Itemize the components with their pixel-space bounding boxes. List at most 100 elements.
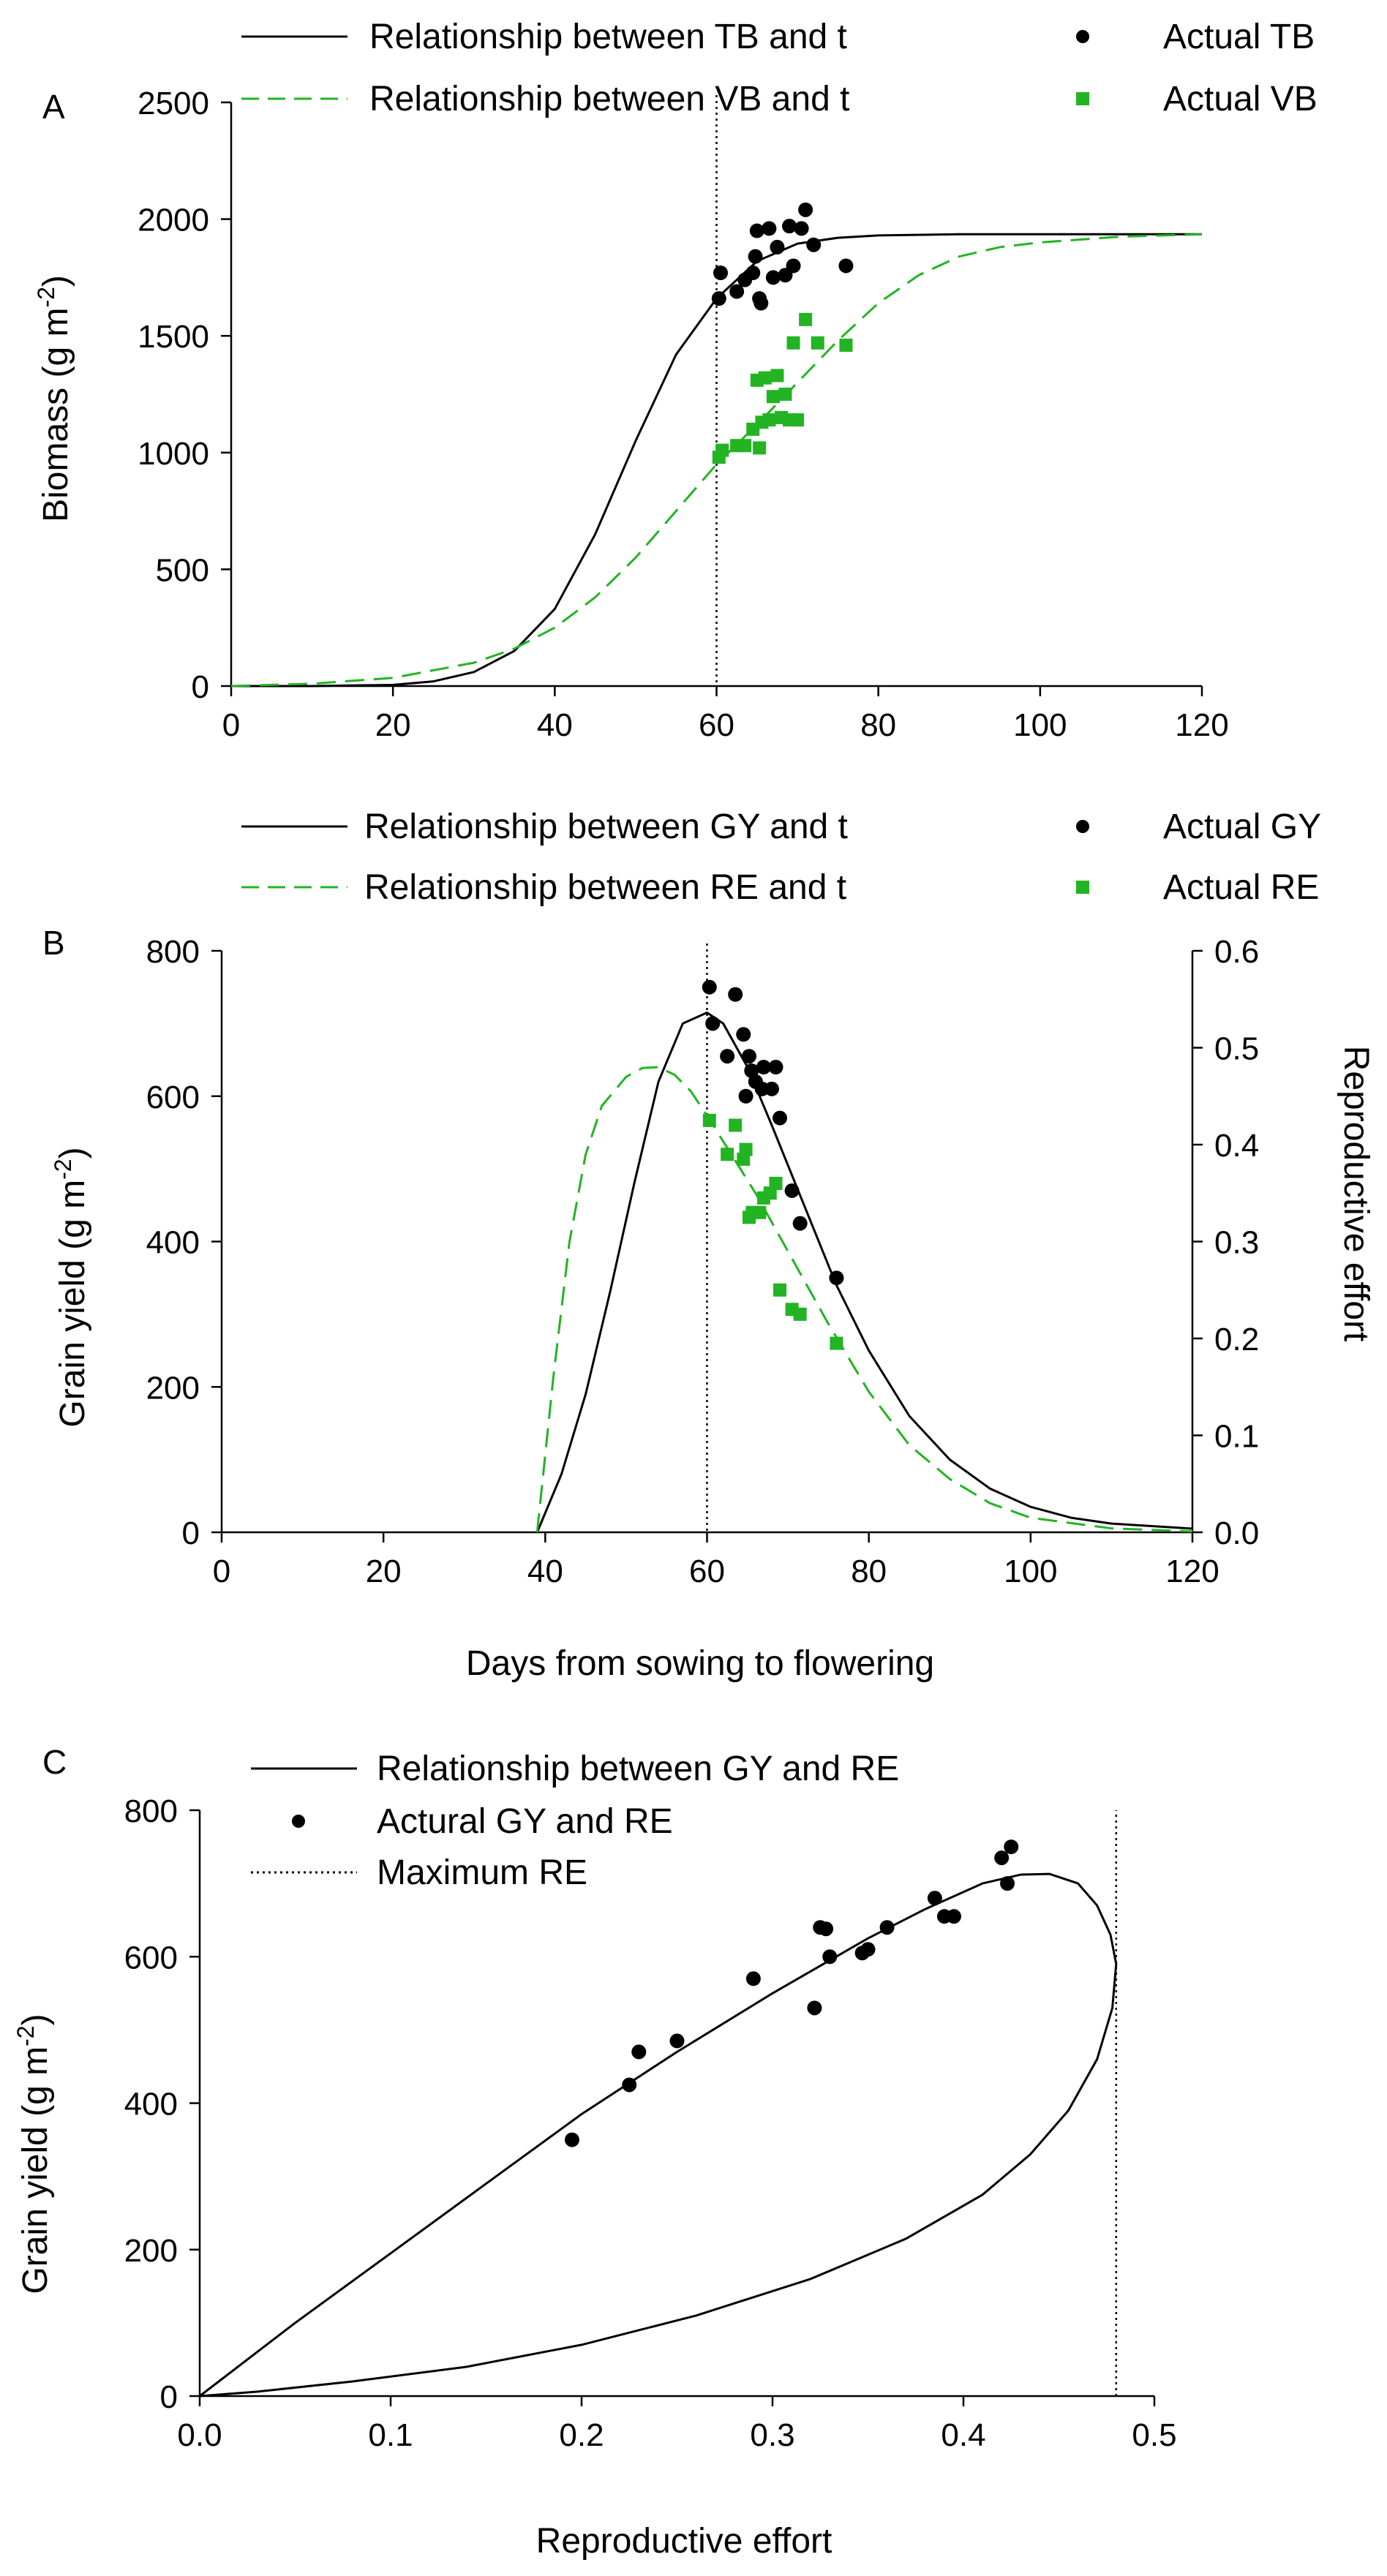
y-axis-title-b: Grain yield (g m-2) (50, 1147, 92, 1427)
y2-tick-label-b: 0.4 (1214, 1128, 1259, 1164)
x-tick-label-a: 0 (222, 707, 240, 743)
y-axis-title-c: Grain yield (g m-2) (12, 2014, 55, 2294)
square-point-a (758, 371, 772, 385)
y-tick-label-a: 1500 (138, 319, 209, 355)
circle-point-c (879, 1920, 895, 1935)
x-tick-label-a: 60 (699, 707, 734, 743)
circle-point-a (749, 223, 764, 238)
plot-area-b: 0 20 40 60 80 100 120 0 200 400 600 800 0.0 0.1 0.2 0.3… (146, 934, 1260, 1589)
panel-c: C Relationship between GY and RE Actural… (12, 1743, 1177, 2561)
y-tick-label-b: 200 (146, 1370, 200, 1406)
circle-point-c (860, 1942, 876, 1957)
legend-tb-marker (1076, 30, 1089, 43)
panel-b: B Relationship between GY and t Relation… (42, 807, 1375, 1683)
square-point-b (793, 1307, 807, 1321)
y2-tick-label-b: 0.6 (1214, 934, 1259, 970)
x-tick-label-a: 40 (537, 707, 573, 743)
circle-point-c (1000, 1876, 1015, 1891)
circle-point-a (770, 239, 785, 255)
legend-vb-marker (1076, 92, 1089, 105)
y-tick-label-b: 0 (182, 1515, 200, 1551)
x-axis-title-b: Days from sowing to flowering (466, 1644, 934, 1683)
y2-tick-label-b: 0.1 (1214, 1419, 1259, 1455)
circle-point-c (994, 1850, 1010, 1866)
circle-point-c (819, 1921, 834, 1937)
circle-point-a (729, 284, 745, 299)
legend-tb-curve-label: Relationship between TB and t (369, 18, 847, 56)
circle-point-c (807, 2000, 822, 2016)
square-point-b (769, 1177, 783, 1190)
plot-area-c: 0.0 0.1 0.2 0.3 0.4 0.5 0 200 400 600 800 (124, 1793, 1177, 2453)
square-point-a (786, 336, 800, 350)
circle-point-b (773, 1110, 788, 1126)
circle-point-a (762, 221, 777, 236)
x-tick-label-c: 0.2 (559, 2417, 604, 2453)
circle-point-a (838, 258, 854, 274)
legend-b: Relationship between GY and t Relationsh… (241, 807, 1321, 907)
circle-point-a (753, 295, 769, 311)
y2-tick-label-b: 0.0 (1214, 1515, 1259, 1551)
square-point-a (770, 369, 784, 383)
x-tick-label-b: 120 (1165, 1553, 1219, 1589)
x-tick-label-a: 20 (375, 707, 411, 743)
circle-point-a (765, 270, 781, 285)
circle-point-a (794, 221, 809, 236)
circle-point-b (764, 1081, 779, 1096)
y-tick-label-c: 200 (124, 2233, 178, 2269)
legend-re-curve-label: Relationship between RE and t (364, 868, 846, 907)
circle-point-a (748, 249, 763, 264)
circle-point-b (720, 1049, 735, 1064)
y-axis-title-c-close: ) (16, 2014, 55, 2025)
y-tick-label-c: 800 (124, 1793, 178, 1829)
y-axis-title-a: Biomass (g m-2) (33, 275, 75, 522)
y2-tick-label-b: 0.5 (1214, 1031, 1259, 1067)
legend-tb-actual-label: Actual TB (1163, 18, 1315, 56)
x-tick-label-a: 80 (860, 707, 896, 743)
circle-point-b (829, 1270, 844, 1286)
square-point-b (729, 1118, 743, 1132)
square-point-a (811, 336, 824, 350)
y-tick-label-c: 400 (124, 2087, 178, 2123)
square-point-a (715, 443, 729, 457)
circle-point-b (728, 987, 743, 1002)
y-axis-title-b-main: Grain yield (g m (53, 1180, 92, 1428)
square-point-a (766, 390, 780, 404)
circle-point-b (742, 1049, 757, 1064)
circle-point-a (745, 265, 761, 281)
x-tick-label-c: 0.1 (368, 2417, 413, 2453)
circle-point-b (738, 1088, 753, 1104)
legend-c-curve-label: Relationship between GY and RE (377, 1750, 899, 1788)
circle-point-a (711, 291, 726, 306)
y-axis-title-c-sup: -2 (12, 2025, 39, 2046)
circle-point-c (745, 1971, 761, 1986)
legend-gy-curve-label: Relationship between GY and t (364, 807, 848, 846)
circle-point-c (631, 2044, 647, 2060)
circle-point-c (622, 2077, 637, 2093)
x-tick-label-b: 0 (213, 1553, 230, 1589)
circle-point-a (798, 202, 813, 217)
panel-letter-c: C (42, 1743, 67, 1781)
y2-tick-label-b: 0.3 (1214, 1225, 1259, 1261)
circle-point-a (713, 265, 729, 281)
y-tick-label-a: 1000 (138, 436, 209, 472)
legend-a: Relationship between TB and t Relationsh… (241, 18, 1318, 118)
y2-tick-label-b: 0.2 (1214, 1322, 1259, 1357)
legend-vb-actual-label: Actual VB (1163, 80, 1318, 118)
x-tick-label-a: 100 (1013, 707, 1067, 743)
circle-point-c (1004, 1839, 1019, 1855)
curve-a-0 (231, 233, 1202, 688)
square-point-b (739, 1142, 753, 1156)
square-point-a (778, 388, 792, 401)
legend-re-marker (1076, 881, 1089, 894)
y-tick-label-a: 0 (192, 669, 209, 705)
circle-point-c (946, 1909, 961, 1924)
curve-a-1 (230, 233, 1203, 688)
panel-letter-a: A (42, 88, 65, 126)
plot-area-a: 0 20 40 60 80 100 120 0 500 1000 1500 2000 2500 (138, 86, 1229, 743)
y-tick-label-a: 500 (156, 552, 209, 588)
x-tick-label-b: 60 (689, 1553, 725, 1589)
square-point-b (753, 1205, 767, 1219)
square-point-a (738, 439, 752, 453)
x-axis-title-c: Reproductive effort (536, 2522, 832, 2561)
circle-point-b (784, 1183, 800, 1198)
